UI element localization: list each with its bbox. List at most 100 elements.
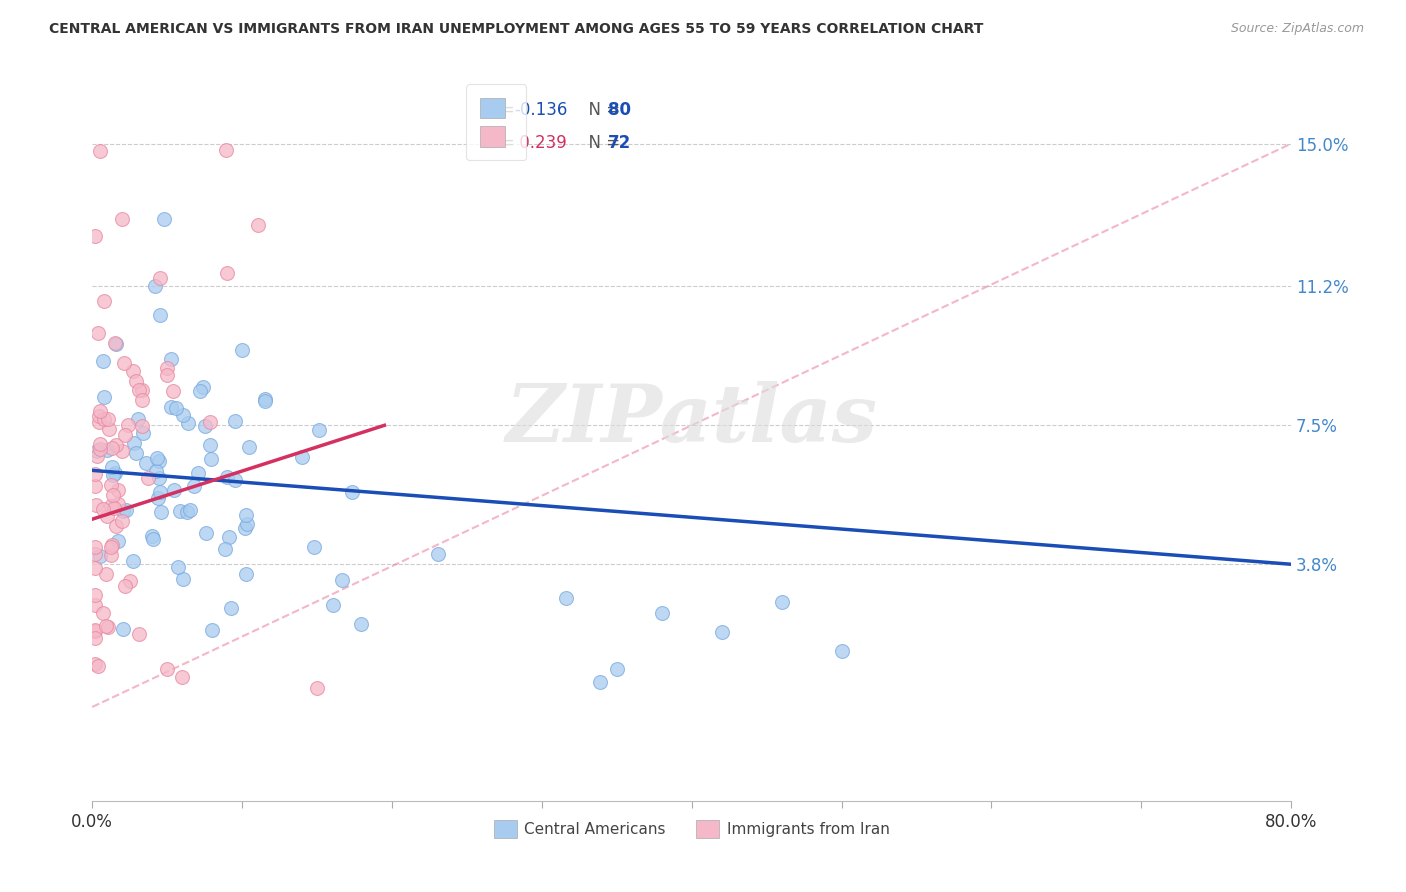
Point xyxy=(101,441,124,455)
Point xyxy=(143,279,166,293)
Point xyxy=(112,355,135,369)
Point xyxy=(142,532,165,546)
Point xyxy=(84,479,107,493)
Text: Source: ZipAtlas.com: Source: ZipAtlas.com xyxy=(1230,22,1364,36)
Point xyxy=(93,391,115,405)
Point xyxy=(176,505,198,519)
Point xyxy=(84,657,107,671)
Point xyxy=(330,574,353,588)
Point xyxy=(93,502,115,516)
Point xyxy=(128,383,150,397)
Point xyxy=(224,473,246,487)
Point xyxy=(183,478,205,492)
Point xyxy=(124,446,146,460)
Point xyxy=(84,561,107,575)
Point xyxy=(101,467,124,482)
Text: N =: N = xyxy=(578,102,626,120)
Point xyxy=(127,412,149,426)
Point xyxy=(84,624,107,639)
Point xyxy=(219,600,242,615)
Point xyxy=(104,467,127,481)
Point xyxy=(589,675,612,690)
Point xyxy=(100,477,122,491)
Point xyxy=(322,598,344,612)
Point xyxy=(86,450,108,464)
Point xyxy=(91,354,114,368)
Point xyxy=(121,554,143,568)
Point xyxy=(159,400,181,414)
Point xyxy=(770,595,793,609)
Point xyxy=(131,418,153,433)
Point xyxy=(218,530,240,544)
Point xyxy=(84,598,107,612)
Point xyxy=(120,574,142,589)
Point xyxy=(172,409,194,423)
Point xyxy=(349,616,371,631)
Point xyxy=(96,442,118,457)
Point xyxy=(190,384,212,398)
Point xyxy=(149,270,172,285)
Point xyxy=(172,670,194,684)
Legend: Central Americans, Immigrants from Iran: Central Americans, Immigrants from Iran xyxy=(488,814,896,845)
Point xyxy=(84,499,107,513)
Point xyxy=(153,211,176,226)
Point xyxy=(84,631,107,645)
Point xyxy=(238,440,260,454)
Point xyxy=(160,352,183,367)
Point xyxy=(97,422,120,436)
Point xyxy=(831,643,853,657)
Point xyxy=(122,364,145,378)
Point xyxy=(217,266,239,280)
Point xyxy=(100,540,122,554)
Point xyxy=(111,443,134,458)
Point xyxy=(235,567,257,582)
Point xyxy=(247,218,270,232)
Point xyxy=(87,326,110,340)
Text: R =: R = xyxy=(484,135,520,153)
Point xyxy=(214,542,236,557)
Point xyxy=(89,442,111,456)
Point xyxy=(235,508,257,523)
Point xyxy=(135,456,157,470)
Point xyxy=(136,471,159,485)
Text: N =: N = xyxy=(578,135,626,153)
Point xyxy=(651,606,673,620)
Point xyxy=(105,336,128,351)
Point xyxy=(87,416,110,430)
Point xyxy=(200,451,222,466)
Point xyxy=(100,548,122,562)
Point xyxy=(114,502,136,516)
Point xyxy=(114,427,136,442)
Point xyxy=(187,466,209,480)
Point xyxy=(117,418,139,433)
Point xyxy=(156,361,179,376)
Point xyxy=(93,412,115,426)
Point xyxy=(105,519,128,533)
Point xyxy=(96,566,118,581)
Point xyxy=(198,438,221,452)
Point xyxy=(163,483,186,497)
Point xyxy=(235,516,257,531)
Point xyxy=(253,392,276,406)
Point xyxy=(150,505,173,519)
Point xyxy=(166,559,188,574)
Point xyxy=(84,228,107,243)
Point xyxy=(162,384,184,398)
Point xyxy=(131,392,153,407)
Point xyxy=(149,308,172,322)
Point xyxy=(305,681,328,696)
Point xyxy=(427,547,450,561)
Point xyxy=(224,414,246,428)
Point xyxy=(200,415,222,429)
Text: -0.136: -0.136 xyxy=(515,102,568,120)
Point xyxy=(179,503,201,517)
Point xyxy=(114,579,136,593)
Point xyxy=(112,504,135,518)
Point xyxy=(214,143,236,157)
Point xyxy=(194,526,217,541)
Point xyxy=(111,514,134,528)
Point xyxy=(91,606,114,620)
Point xyxy=(84,623,107,637)
Point xyxy=(606,662,628,676)
Point xyxy=(172,572,194,586)
